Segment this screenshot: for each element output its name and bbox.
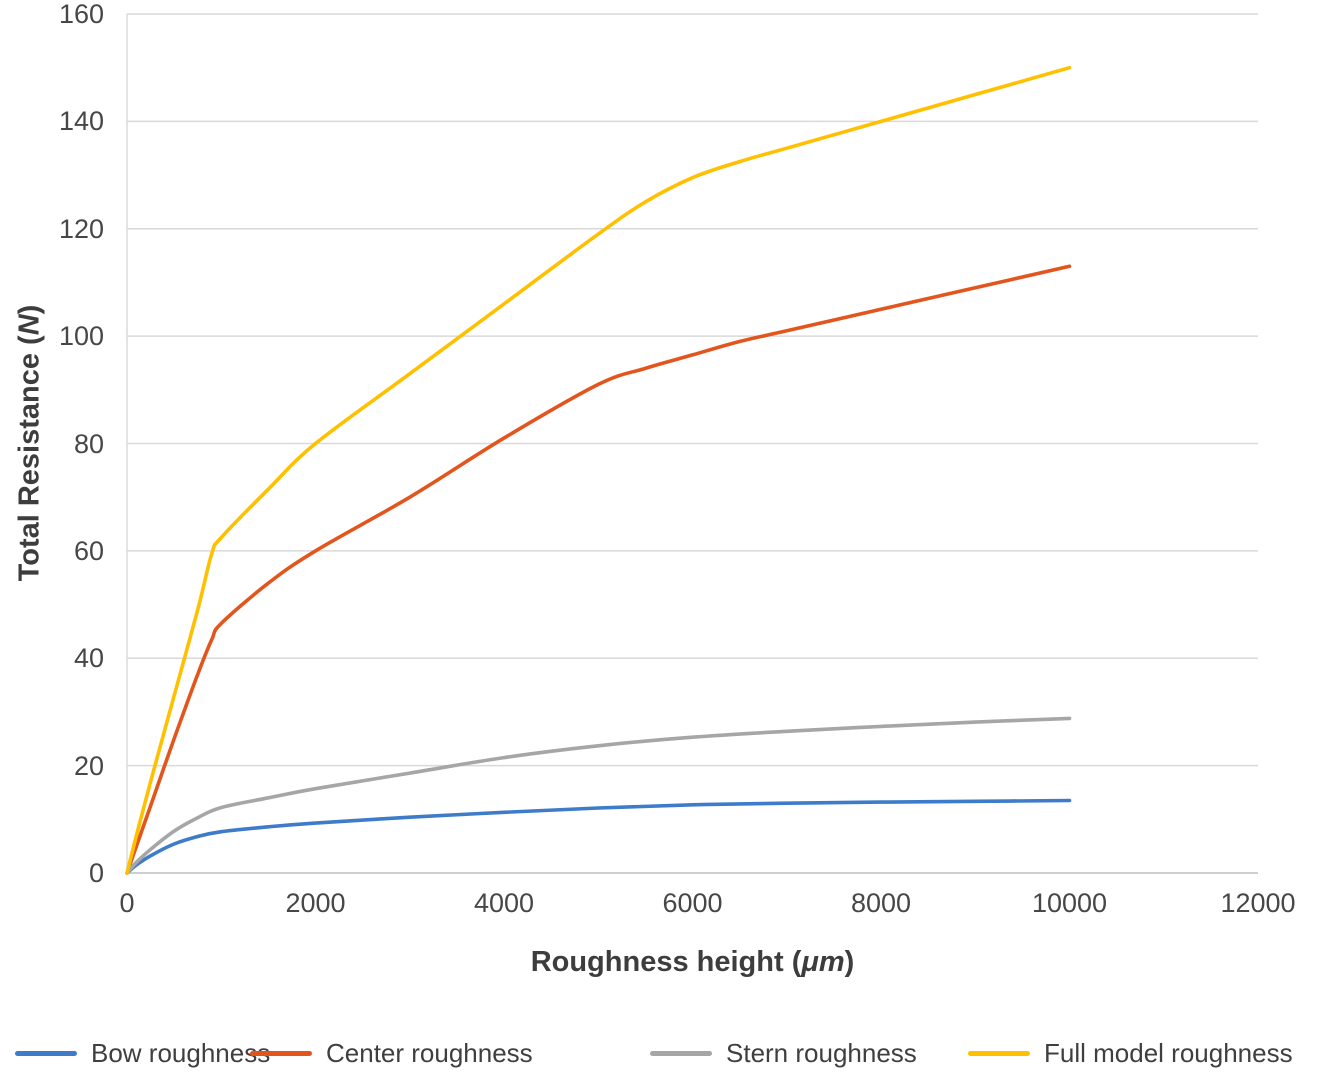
- x-axis-title: Roughness height (μm): [127, 946, 1258, 979]
- y-axis-title-unit: N: [13, 314, 46, 336]
- x-tick-label-10000: 10000: [1031, 888, 1108, 918]
- x-tick-label-0: 0: [119, 888, 135, 918]
- stern-roughness-line-swatch: [650, 1050, 712, 1056]
- x-axis-title-close: ): [844, 946, 855, 978]
- x-tick-label-8000: 8000: [850, 888, 912, 918]
- x-tick-label-4000: 4000: [473, 888, 535, 918]
- full-model-roughness-line-swatch: [968, 1050, 1030, 1056]
- x-tick-label-2000: 2000: [285, 888, 346, 918]
- series-line-center-roughness: [125, 264, 1072, 875]
- legend-item-center-roughness: Center roughness: [250, 1028, 533, 1078]
- center-roughness-line-swatch: [250, 1050, 312, 1056]
- legend-label: Stern roughness: [726, 1037, 917, 1068]
- y-tick-label-40: 40: [73, 643, 104, 674]
- y-axis-title: Total Resistance (N): [14, 305, 47, 582]
- y-tick-label-60: 60: [73, 535, 104, 566]
- bow-roughness-line-swatch: [15, 1050, 77, 1056]
- y-tick-label-80: 80: [73, 428, 104, 459]
- y-axis-title-text: Total Resistance (: [13, 335, 46, 582]
- legend-item-bow-roughness: Bow roughness: [15, 1028, 270, 1078]
- x-tick-label-6000: 6000: [662, 888, 723, 918]
- y-tick-label-100: 100: [58, 321, 104, 352]
- legend-label: Bow roughness: [91, 1037, 271, 1068]
- x-axis-title-text: Roughness height (: [530, 946, 802, 978]
- series-line-bow-roughness: [125, 798, 1072, 875]
- y-tick-label-0: 0: [88, 858, 104, 888]
- legend-label: Full model roughness: [1044, 1037, 1293, 1068]
- y-tick-label-20: 20: [73, 750, 104, 781]
- chart-legend: Bow roughness Center roughness Stern rou…: [0, 1028, 1328, 1078]
- series-line-stern-roughness: [125, 716, 1072, 875]
- x-tick-label-12000: 12000: [1220, 888, 1296, 918]
- y-tick-label-140: 140: [58, 106, 104, 137]
- legend-label: Center roughness: [326, 1037, 533, 1068]
- x-axis-title-unit: μm: [801, 946, 845, 978]
- y-tick-label-120: 120: [58, 213, 104, 244]
- y-axis-title-close: ): [13, 304, 46, 315]
- y-tick-label-160: 160: [58, 0, 104, 29]
- legend-item-stern-roughness: Stern roughness: [650, 1028, 917, 1078]
- legend-item-full-model-roughness: Full model roughness: [968, 1028, 1293, 1078]
- series-line-full-model-roughness: [125, 65, 1072, 875]
